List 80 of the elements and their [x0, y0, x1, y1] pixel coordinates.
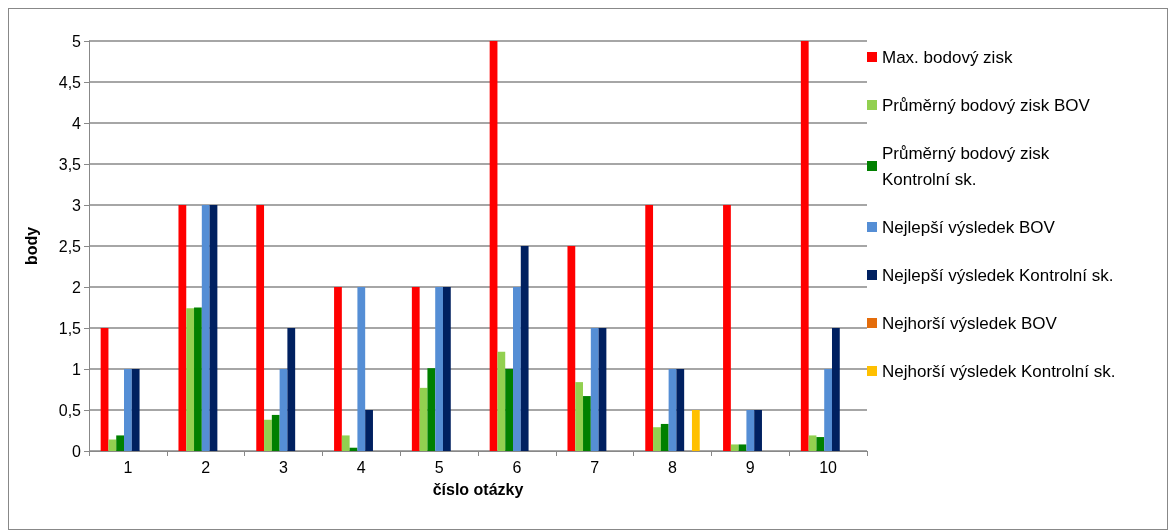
- bar: [497, 351, 506, 451]
- bar: [419, 387, 428, 451]
- bar: [256, 205, 265, 451]
- bar: [676, 369, 685, 451]
- legend-label: Nejlepší výsledek BOV: [882, 217, 1056, 237]
- y-tick-label: 0: [72, 442, 82, 460]
- legend-label: Průměrný bodový zisk Kontrolní sk.: [882, 143, 1054, 189]
- bar: [575, 382, 584, 451]
- bar: [442, 287, 451, 451]
- x-tick-label: 3: [279, 458, 289, 476]
- bar: [178, 205, 187, 451]
- bar: [746, 410, 755, 451]
- bar: [824, 369, 832, 451]
- bar: [668, 369, 677, 451]
- x-tick-label: 2: [201, 458, 211, 476]
- bar: [271, 414, 280, 451]
- y-axis-title: body: [22, 226, 40, 266]
- legend-label: Nejlepší výsledek Kontrolní sk.: [882, 265, 1114, 285]
- bar: [754, 410, 762, 451]
- bar: [124, 369, 132, 451]
- bar: [334, 287, 342, 451]
- bar: [411, 287, 420, 451]
- y-tick-label: 1,5: [58, 319, 82, 337]
- bar: [186, 308, 195, 451]
- bar: [287, 328, 296, 451]
- bar: [816, 437, 825, 451]
- bar: [730, 444, 739, 451]
- bar: [513, 287, 521, 451]
- y-tick-label: 2,5: [58, 237, 82, 255]
- bar: [723, 205, 731, 451]
- x-tick-label: 1: [123, 458, 133, 476]
- bar: [520, 246, 529, 451]
- bar: [264, 419, 272, 451]
- bar: [194, 307, 202, 451]
- bar: [660, 423, 669, 451]
- legend-label: Max. bodový zisk: [882, 47, 1013, 67]
- bar: [427, 368, 436, 451]
- x-tick-label: 6: [512, 458, 522, 476]
- bar: [100, 328, 109, 451]
- bar: [435, 287, 443, 451]
- legend-label: Nejhorší výsledek BOV: [882, 313, 1058, 333]
- y-tick-label: 3: [72, 196, 82, 214]
- y-tick-label: 4,5: [58, 73, 82, 91]
- bar: [489, 41, 498, 451]
- y-tick-label: 5: [72, 32, 82, 50]
- x-tick-label: 10: [819, 458, 838, 476]
- bar: [800, 41, 809, 451]
- y-tick-label: 0,5: [58, 401, 82, 419]
- bar: [201, 205, 210, 451]
- bar: [131, 369, 140, 451]
- x-tick-label: 5: [434, 458, 444, 476]
- bar: [653, 427, 661, 451]
- bar: [645, 205, 654, 451]
- y-tick-label: 3,5: [58, 155, 82, 173]
- bar: [831, 328, 840, 451]
- bar: [583, 396, 591, 451]
- bar: [691, 410, 700, 451]
- bar: [738, 444, 747, 451]
- bar: [590, 328, 599, 451]
- bar: [116, 435, 125, 451]
- x-tick-label: 7: [590, 458, 600, 476]
- bar: [505, 369, 514, 451]
- bar: [209, 205, 218, 451]
- legend-label: Nejhorší výsledek Kontrolní sk.: [882, 361, 1116, 381]
- x-tick-label: 4: [356, 458, 366, 476]
- x-axis-title: číslo otázky: [432, 480, 524, 498]
- bar: [108, 439, 117, 451]
- bar: [365, 410, 373, 451]
- bar: [598, 328, 607, 451]
- y-tick-label: 1: [72, 360, 82, 378]
- bar: [808, 435, 817, 451]
- y-tick-label: 2: [72, 278, 82, 296]
- bar: [357, 287, 366, 451]
- bar: [341, 435, 350, 451]
- x-tick-label: 8: [668, 458, 678, 476]
- x-tick-label: 9: [745, 458, 755, 476]
- y-tick-label: 4: [72, 114, 82, 132]
- legend-label: Průměrný bodový zisk BOV: [882, 95, 1091, 115]
- bar: [567, 246, 576, 451]
- bar: [279, 369, 288, 451]
